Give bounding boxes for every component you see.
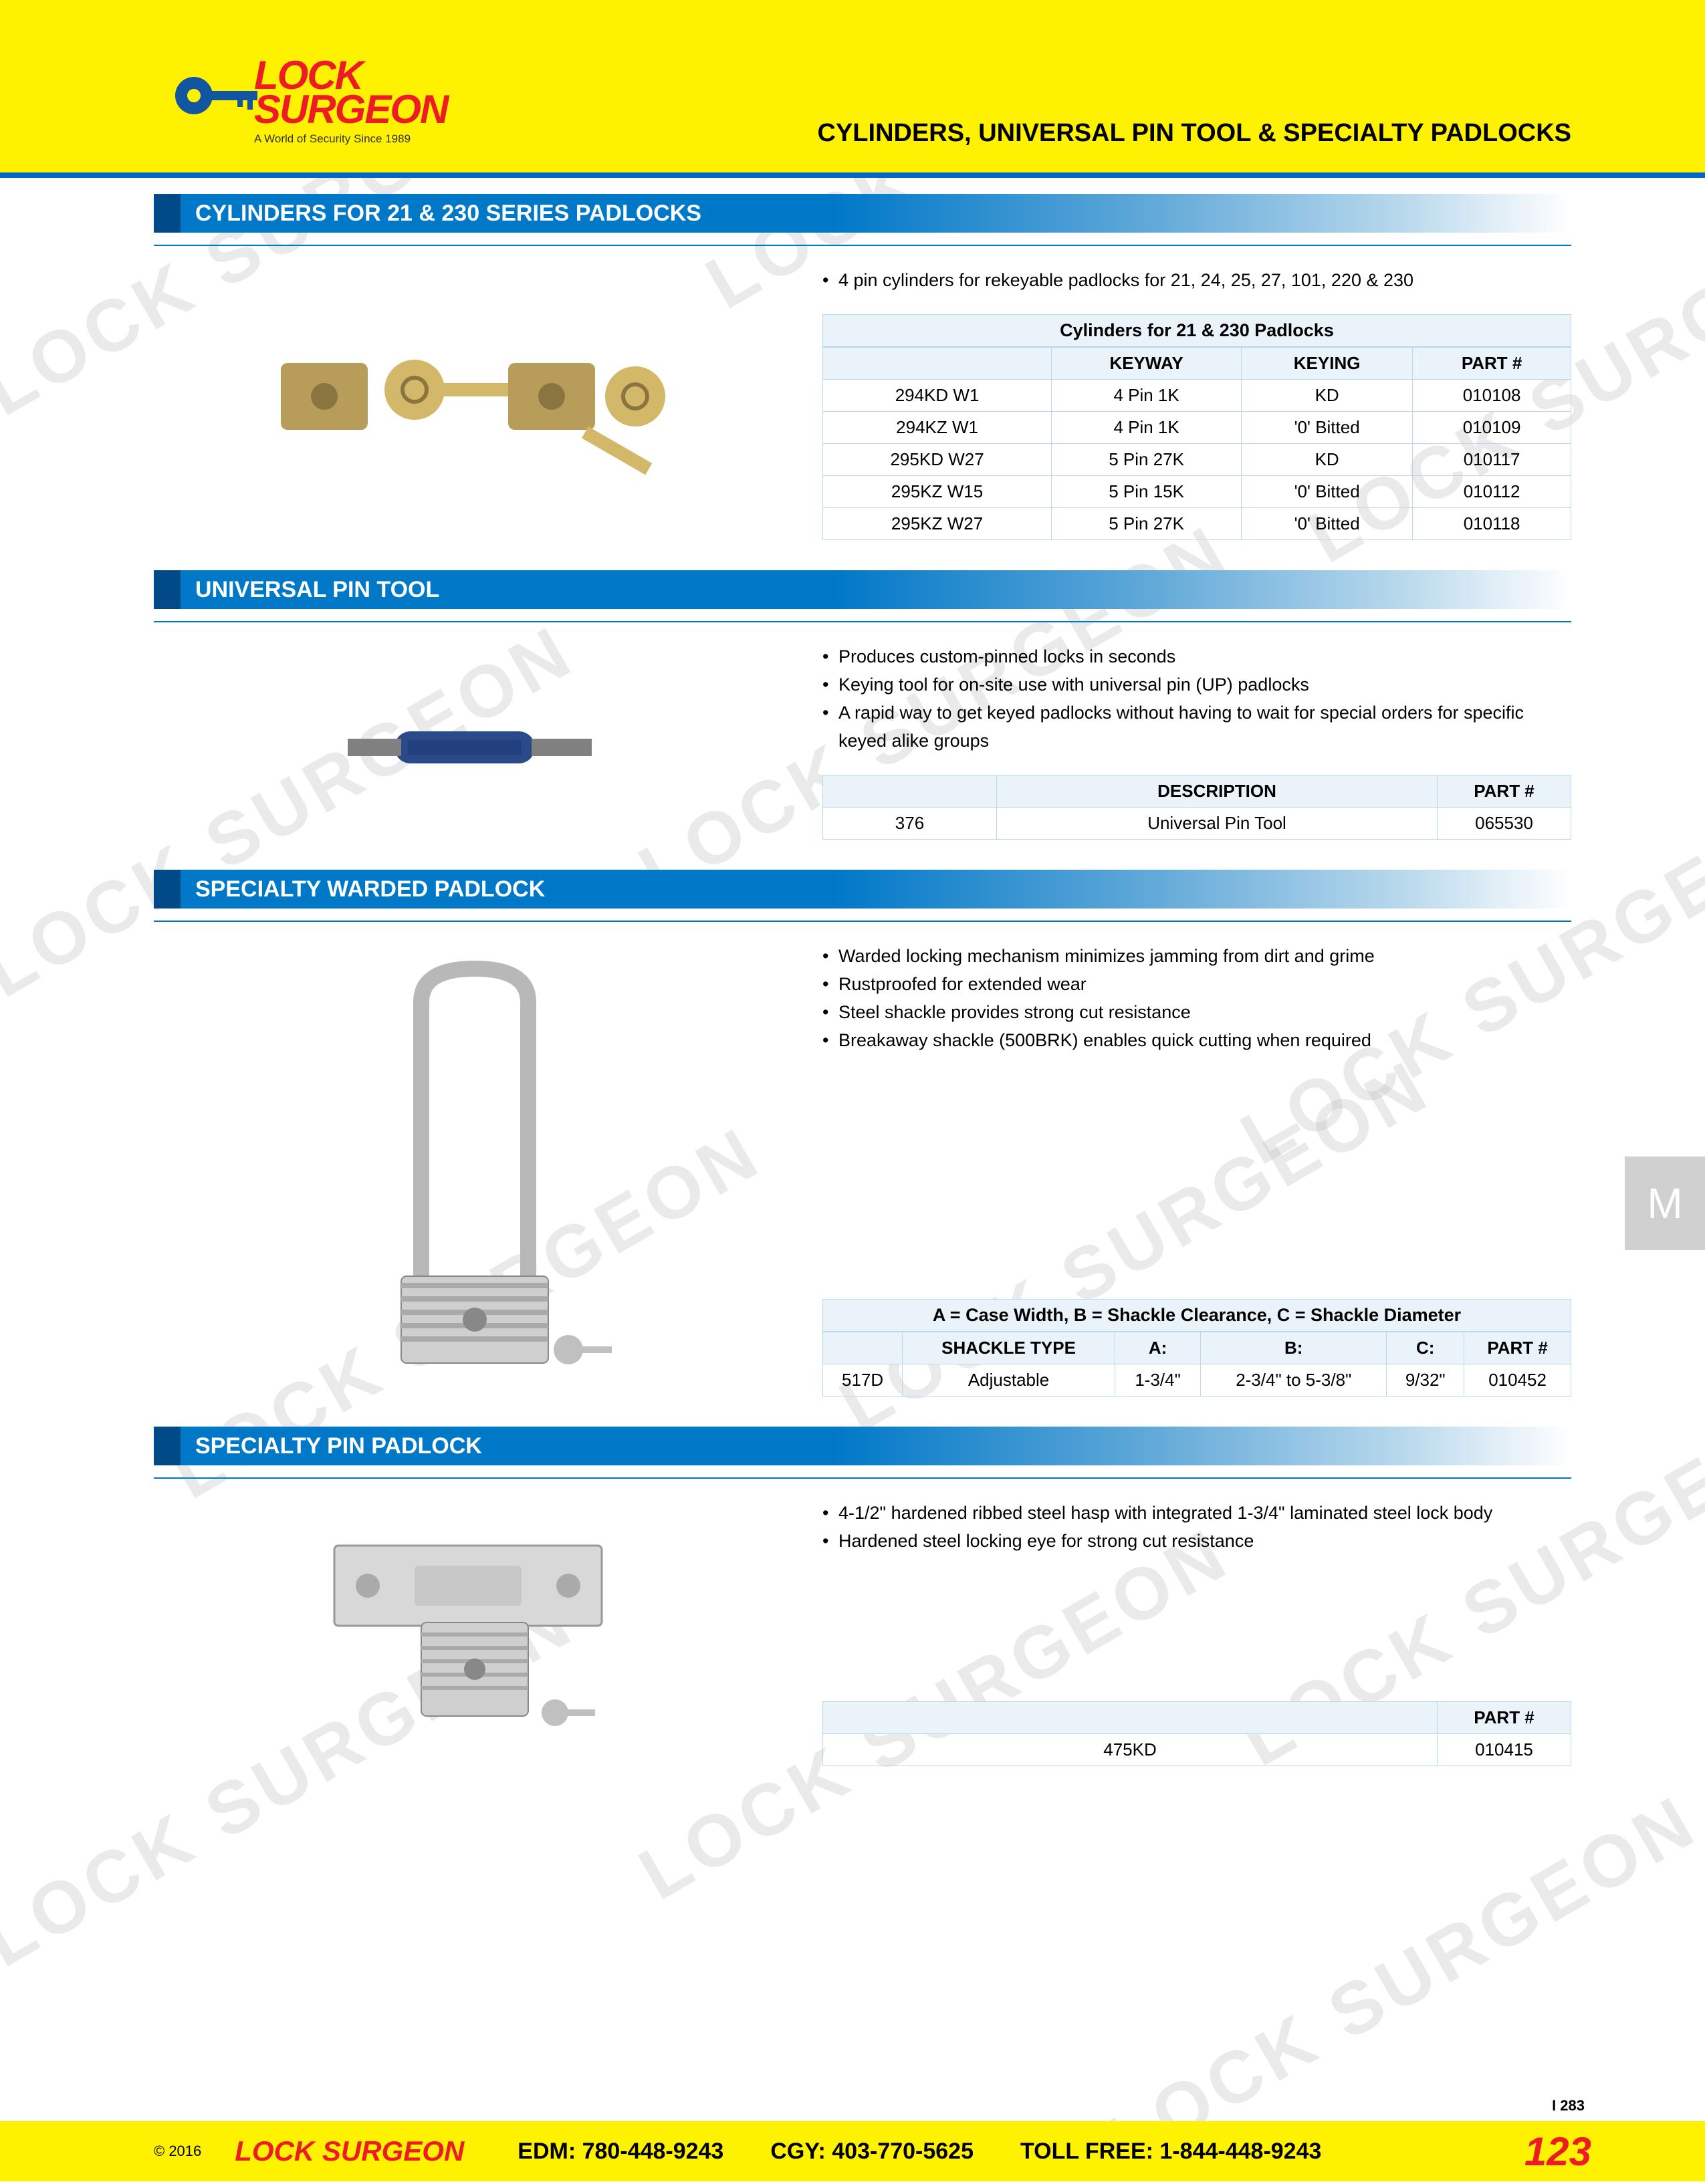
section-title: SPECIALTY PIN PADLOCK bbox=[195, 1433, 482, 1459]
th bbox=[823, 775, 997, 808]
pin-tool-icon bbox=[308, 668, 642, 815]
section-title: UNIVERSAL PIN TOOL bbox=[195, 577, 439, 603]
table-row: 294KZ W14 Pin 1K'0' Bitted010109 bbox=[823, 412, 1571, 444]
table-row: 295KD W275 Pin 27KKD010117 bbox=[823, 444, 1571, 476]
section-header-warded: SPECIALTY WARDED PADLOCK bbox=[154, 870, 1571, 908]
product-image-cylinders bbox=[154, 266, 796, 540]
bullet: 4 pin cylinders for rekeyable padlocks f… bbox=[822, 266, 1571, 294]
table-header-row: DESCRIPTION PART # bbox=[823, 775, 1571, 808]
table-row: 475KD 010415 bbox=[823, 1734, 1571, 1766]
header-underline bbox=[0, 172, 1705, 178]
pin-padlock-icon bbox=[274, 1505, 675, 1760]
bullet: Hardened steel locking eye for strong cu… bbox=[822, 1527, 1571, 1555]
bullet: A rapid way to get keyed padlocks withou… bbox=[822, 699, 1571, 755]
footer: © 2016 LOCK SURGEON EDM: 780-448-9243 CG… bbox=[0, 2121, 1705, 2181]
product-image-pintool bbox=[154, 642, 796, 840]
bullets: 4 pin cylinders for rekeyable padlocks f… bbox=[822, 266, 1571, 294]
table-row: 376Universal Pin Tool065530 bbox=[823, 808, 1571, 840]
footer-pagenum: 123 bbox=[1524, 2129, 1591, 2175]
cylinders-table: Cylinders for 21 & 230 Padlocks KEYWAY K… bbox=[822, 314, 1571, 540]
table-header-row: KEYWAY KEYING PART # bbox=[823, 348, 1571, 380]
cylinders-keys-icon bbox=[241, 310, 709, 497]
footer-edm: EDM: 780-448-9243 bbox=[518, 2139, 723, 2165]
th: C: bbox=[1387, 1332, 1464, 1364]
bullet: Rustproofed for extended wear bbox=[822, 970, 1571, 998]
section-body-pin: 4-1/2" hardened ribbed steel hasp with i… bbox=[154, 1499, 1571, 1766]
bullet: Keying tool for on-site use with univers… bbox=[822, 671, 1571, 699]
section-header-pintool: UNIVERSAL PIN TOOL bbox=[154, 570, 1571, 609]
logo-tagline: A World of Security Since 1989 bbox=[254, 132, 447, 146]
footer-copyright: © 2016 bbox=[154, 2143, 201, 2160]
bullets: 4-1/2" hardened ribbed steel hasp with i… bbox=[822, 1499, 1571, 1555]
section-underline bbox=[154, 1477, 1571, 1479]
section-body-pintool: Produces custom-pinned locks in seconds … bbox=[154, 642, 1571, 840]
warded-padlock-icon bbox=[308, 949, 642, 1390]
th: PART # bbox=[1413, 348, 1571, 380]
side-tab: M bbox=[1625, 1157, 1705, 1250]
table-note: A = Case Width, B = Shackle Clearance, C… bbox=[822, 1299, 1571, 1332]
section-underline bbox=[154, 921, 1571, 922]
info-col: 4-1/2" hardened ribbed steel hasp with i… bbox=[822, 1499, 1571, 1766]
warded-table: SHACKLE TYPE A: B: C: PART # 517D Adjust… bbox=[822, 1332, 1571, 1397]
section-header-cylinders: CYLINDERS FOR 21 & 230 SERIES PADLOCKS bbox=[154, 194, 1571, 233]
th: B: bbox=[1201, 1332, 1387, 1364]
table-caption: Cylinders for 21 & 230 Padlocks bbox=[822, 314, 1571, 347]
header: LOCK SURGEON A World of Security Since 1… bbox=[0, 0, 1705, 174]
bullet: Warded locking mechanism minimizes jammi… bbox=[822, 942, 1571, 970]
bullet: 4-1/2" hardened ribbed steel hasp with i… bbox=[822, 1499, 1571, 1527]
th: PART # bbox=[1438, 775, 1571, 808]
footer-brand: LOCK SURGEON bbox=[235, 2135, 464, 2167]
section-body-warded: Warded locking mechanism minimizes jammi… bbox=[154, 942, 1571, 1397]
product-image-warded bbox=[154, 942, 796, 1397]
bullets: Warded locking mechanism minimizes jammi… bbox=[822, 942, 1571, 1054]
table-row: 295KZ W275 Pin 27K'0' Bitted010118 bbox=[823, 508, 1571, 540]
table-row: 294KD W14 Pin 1KKD010108 bbox=[823, 380, 1571, 412]
info-col: Produces custom-pinned locks in seconds … bbox=[822, 642, 1571, 840]
table-row: 517D Adjustable 1-3/4" 2-3/4" to 5-3/8" … bbox=[823, 1364, 1571, 1397]
footer-subpage: I 283 bbox=[1552, 2097, 1585, 2114]
th: SHACKLE TYPE bbox=[903, 1332, 1115, 1364]
th: DESCRIPTION bbox=[997, 775, 1438, 808]
th: PART # bbox=[1438, 1702, 1571, 1734]
product-image-pin bbox=[154, 1499, 796, 1766]
table-row: 295KZ W155 Pin 15K'0' Bitted010112 bbox=[823, 476, 1571, 508]
th bbox=[823, 1702, 1438, 1734]
bullet: Produces custom-pinned locks in seconds bbox=[822, 642, 1571, 671]
footer-cgy: CGY: 403-770-5625 bbox=[770, 2139, 974, 2165]
section-title: CYLINDERS FOR 21 & 230 SERIES PADLOCKS bbox=[195, 201, 701, 227]
section-title: SPECIALTY WARDED PADLOCK bbox=[195, 876, 545, 902]
info-col: 4 pin cylinders for rekeyable padlocks f… bbox=[822, 266, 1571, 540]
table-header-row: SHACKLE TYPE A: B: C: PART # bbox=[823, 1332, 1571, 1364]
logo-text: LOCK SURGEON A World of Security Since 1… bbox=[254, 52, 447, 146]
section-header-pin: SPECIALTY PIN PADLOCK bbox=[154, 1427, 1571, 1465]
pintool-table: DESCRIPTION PART # 376Universal Pin Tool… bbox=[822, 775, 1571, 840]
content: CYLINDERS FOR 21 & 230 SERIES PADLOCKS bbox=[154, 194, 1571, 1796]
th bbox=[823, 1332, 903, 1364]
bullet: Breakaway shackle (500BRK) enables quick… bbox=[822, 1026, 1571, 1054]
section-underline bbox=[154, 245, 1571, 246]
bullets: Produces custom-pinned locks in seconds … bbox=[822, 642, 1571, 755]
bullet: Steel shackle provides strong cut resist… bbox=[822, 998, 1571, 1026]
logo-surgeon: SURGEON bbox=[254, 86, 447, 132]
th: KEYING bbox=[1242, 348, 1413, 380]
pin-table: PART # 475KD 010415 bbox=[822, 1701, 1571, 1766]
footer-toll: TOLL FREE: 1-844-448-9243 bbox=[1020, 2139, 1321, 2165]
logo: LOCK SURGEON A World of Security Since 1… bbox=[174, 32, 508, 146]
page: LOCK SURGEON LOCK SURGEON LOCK SURGEON L… bbox=[0, 0, 1705, 2181]
th: A: bbox=[1115, 1332, 1200, 1364]
section-body-cylinders: 4 pin cylinders for rekeyable padlocks f… bbox=[154, 266, 1571, 540]
th: KEYWAY bbox=[1052, 348, 1242, 380]
info-col: Warded locking mechanism minimizes jammi… bbox=[822, 942, 1571, 1397]
section-underline bbox=[154, 621, 1571, 622]
table-header-row: PART # bbox=[823, 1702, 1571, 1734]
page-title: CYLINDERS, UNIVERSAL PIN TOOL & SPECIALT… bbox=[818, 119, 1571, 148]
key-icon bbox=[174, 66, 261, 126]
th: PART # bbox=[1464, 1332, 1571, 1364]
th bbox=[823, 348, 1052, 380]
